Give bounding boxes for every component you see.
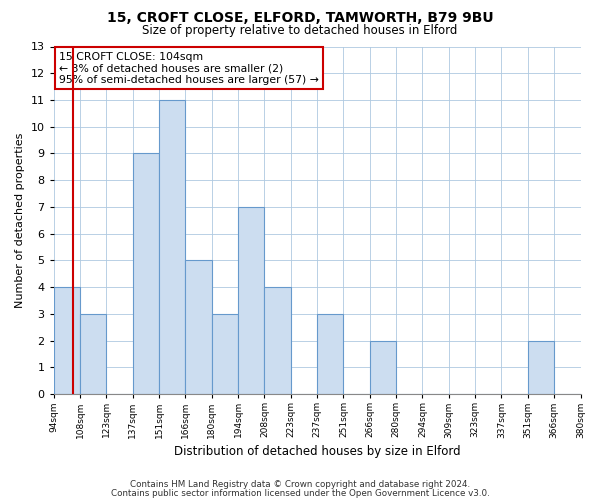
Bar (317, 314, 343, 394)
Text: Contains HM Land Registry data © Crown copyright and database right 2024.: Contains HM Land Registry data © Crown c… (130, 480, 470, 489)
Bar (185, 260, 212, 394)
Bar (370, 340, 396, 394)
Y-axis label: Number of detached properties: Number of detached properties (15, 132, 25, 308)
Text: Size of property relative to detached houses in Elford: Size of property relative to detached ho… (142, 24, 458, 37)
Bar (528, 340, 554, 394)
Bar (80, 314, 106, 394)
Bar (238, 207, 265, 394)
Bar (54, 287, 80, 394)
Bar (265, 287, 291, 394)
Bar (159, 100, 185, 394)
Text: 15 CROFT CLOSE: 104sqm
← 3% of detached houses are smaller (2)
95% of semi-detac: 15 CROFT CLOSE: 104sqm ← 3% of detached … (59, 52, 319, 85)
Text: 15, CROFT CLOSE, ELFORD, TAMWORTH, B79 9BU: 15, CROFT CLOSE, ELFORD, TAMWORTH, B79 9… (107, 11, 493, 25)
Bar (133, 154, 159, 394)
X-axis label: Distribution of detached houses by size in Elford: Distribution of detached houses by size … (174, 444, 460, 458)
Text: Contains public sector information licensed under the Open Government Licence v3: Contains public sector information licen… (110, 489, 490, 498)
Bar (212, 314, 238, 394)
